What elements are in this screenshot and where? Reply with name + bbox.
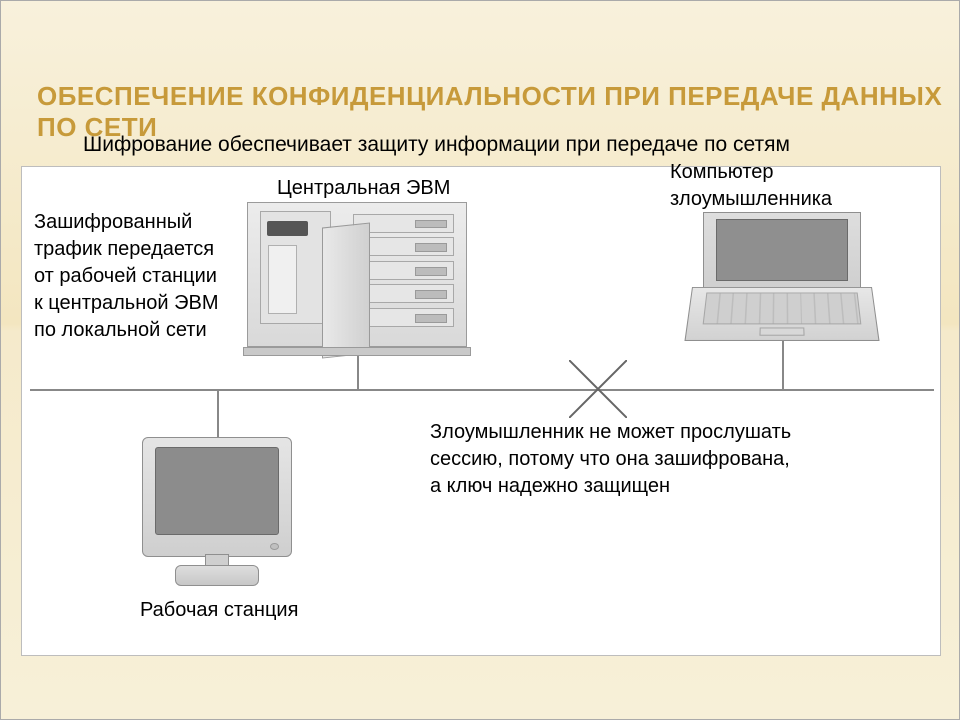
crt-body <box>142 437 292 557</box>
mainframe-node <box>247 202 467 347</box>
slide: ОБЕСПЕЧЕНИЕ КОНФИДЕНЦИАЛЬНОСТИ ПРИ ПЕРЕД… <box>0 0 960 720</box>
crt-power-led <box>270 543 279 550</box>
laptop-base <box>685 287 880 341</box>
workstation-crt-node <box>142 437 292 587</box>
crt-drop-line <box>217 389 219 439</box>
mainframe-base <box>243 347 472 356</box>
encrypted-traffic-label: Зашифрованный трафик передается от рабоч… <box>34 209 218 344</box>
slide-subtitle: Шифрование обеспечивает защиту информаци… <box>83 133 790 157</box>
workstation-label: Рабочая станция <box>140 597 298 624</box>
laptop-touchpad <box>759 328 805 337</box>
mainframe-door <box>322 223 370 359</box>
diagram-canvas: Центральная ЭВМ Компьютер злоумышленника… <box>21 166 941 656</box>
cannot-intercept-label: Злоумышленник не может прослушать сессию… <box>430 419 791 500</box>
attacker-laptop-node <box>692 212 872 342</box>
mainframe-label: Центральная ЭВМ <box>277 175 450 202</box>
laptop-drop-line <box>782 337 784 389</box>
mainframe-left-panel <box>260 211 330 324</box>
attacker-label: Компьютер злоумышленника <box>670 159 832 213</box>
laptop-lid <box>703 212 861 290</box>
network-bus-line <box>30 389 934 391</box>
laptop-screen <box>716 219 847 281</box>
crt-stand-base <box>175 565 259 586</box>
crt-screen <box>155 447 279 534</box>
intercept-blocked-icon <box>569 360 627 418</box>
laptop-keyboard <box>703 293 861 325</box>
